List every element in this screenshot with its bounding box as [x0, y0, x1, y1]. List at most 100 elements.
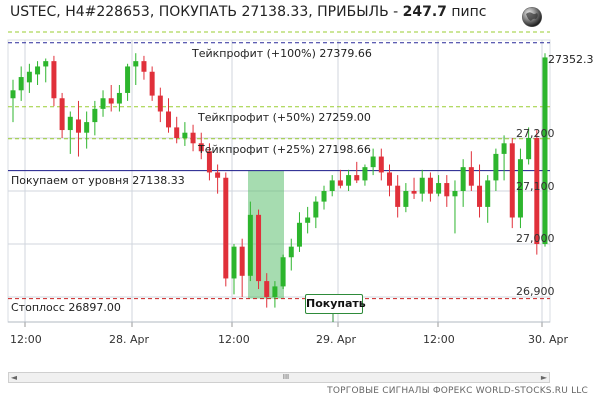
candle [190, 124, 196, 152]
candle-body [215, 172, 221, 178]
candle [337, 169, 343, 189]
candle [485, 175, 491, 223]
candle-body [477, 185, 483, 207]
candle-body [75, 119, 81, 133]
candle-body [231, 246, 237, 279]
candle [166, 98, 172, 133]
candle-body [362, 167, 368, 181]
candle [174, 116, 180, 144]
takeprofit-50-label: Тейкпрофит (+50%) 27259.00 [198, 111, 371, 124]
candle [534, 130, 540, 255]
candle-body [296, 222, 302, 247]
candle-body [378, 156, 384, 173]
candle-body [436, 183, 442, 194]
takeprofit-25-label: Тейкпрофит (+25%) 27198.66 [198, 143, 371, 156]
buy-button[interactable]: Покупать [305, 294, 366, 314]
candle [256, 209, 262, 290]
scroll-right-arrow-icon[interactable]: ► [540, 373, 548, 382]
candle-body [411, 191, 417, 194]
candle [296, 212, 302, 252]
candle [92, 100, 98, 136]
candle-body [26, 71, 32, 83]
candle [526, 127, 532, 165]
candle [157, 87, 163, 123]
candle-body [264, 281, 270, 297]
candle-body [517, 159, 523, 218]
candle [493, 148, 499, 191]
candle [239, 238, 245, 297]
time-tick-label: 12:00 [10, 333, 42, 346]
candle [84, 111, 90, 149]
price-tick-label: 27,000 [516, 232, 555, 245]
candle-body [157, 95, 163, 112]
candle [182, 122, 188, 146]
candle [125, 63, 131, 101]
candle [477, 164, 483, 218]
candle [59, 92, 65, 138]
price-tick-label: 27,100 [516, 180, 555, 193]
candle [329, 175, 335, 197]
candle [386, 164, 392, 197]
candle [305, 206, 311, 234]
candle [509, 138, 515, 229]
time-tick-label: 12:00 [218, 333, 250, 346]
candle [10, 79, 16, 123]
buy-zone-rect [248, 170, 284, 299]
footer-credit: ТОРГОВЫЕ СИГНАЛЫ ФОРЕКС WORLD-STOCKS.RU … [327, 386, 588, 396]
candle [354, 161, 360, 184]
candle-body [133, 61, 139, 67]
profit-value: 247.7 [402, 4, 447, 20]
candle-body [59, 98, 65, 131]
candle [419, 169, 425, 202]
candle-body [329, 180, 335, 191]
candle [100, 90, 106, 117]
candle [116, 85, 122, 112]
takeprofit-100-label: Тейкпрофит (+100%) 27379.66 [192, 47, 372, 60]
candle-body [174, 127, 180, 138]
candle [436, 175, 442, 197]
entry-level-label: Покупаем от уровня 27138.33 [11, 174, 185, 187]
candle [272, 281, 278, 308]
globe-icon[interactable] [521, 6, 543, 28]
candle-body [444, 183, 450, 197]
horizontal-scrollbar[interactable]: ◄ III ► [8, 372, 550, 383]
candle [75, 100, 81, 157]
scroll-thumb[interactable]: III [282, 373, 290, 381]
candle-body [485, 180, 491, 207]
candle-body [386, 172, 392, 186]
candle [26, 63, 32, 93]
candle-body [67, 116, 73, 131]
scroll-left-arrow-icon[interactable]: ◄ [10, 373, 18, 382]
candle-body [337, 180, 343, 186]
profit-unit: пипс [446, 4, 487, 20]
candle-body [460, 167, 466, 191]
candle [280, 254, 286, 290]
candle-body [108, 98, 114, 104]
candle [370, 148, 376, 176]
candle-body [501, 143, 507, 154]
time-tick-label: 12:00 [423, 333, 455, 346]
candle [215, 164, 221, 194]
candle-body [370, 156, 376, 168]
candle-body [272, 286, 278, 297]
candle [247, 201, 253, 282]
candle-body [166, 111, 172, 128]
chart-header: USTEC, H4#228653, ПОКУПАТЬ 27138.33, ПРИ… [10, 4, 487, 20]
candle [517, 148, 523, 229]
candle [321, 185, 327, 210]
candle-body [51, 61, 57, 99]
candle [452, 180, 458, 234]
candle [231, 244, 237, 295]
candle-body [206, 151, 212, 173]
candle [501, 135, 507, 181]
candle [141, 55, 147, 80]
candle-body [493, 153, 499, 181]
candle [346, 169, 352, 191]
candle [542, 53, 548, 247]
candle-body [182, 132, 188, 138]
candle [403, 183, 409, 213]
candle-body [10, 90, 16, 99]
candle-body [403, 191, 409, 207]
header-title: USTEC, H4#228653, ПОКУПАТЬ 27138.33, ПРИ… [10, 4, 403, 20]
